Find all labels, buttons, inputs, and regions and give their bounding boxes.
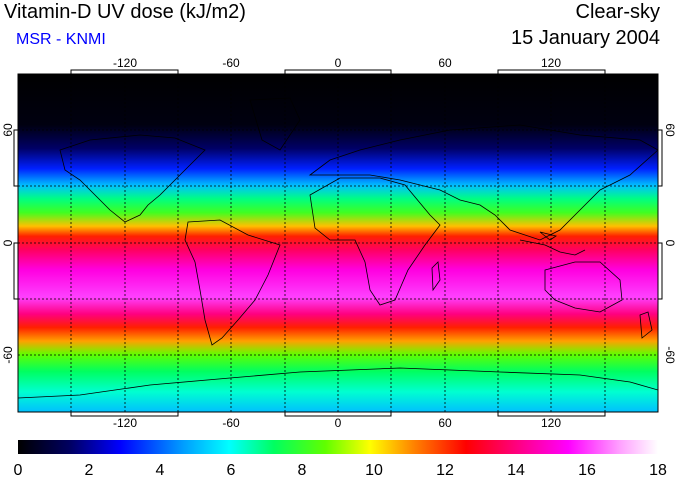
colorbar-label: 16: [578, 462, 596, 479]
lat-tick-right: 60: [663, 123, 677, 137]
colorbar-label: 0: [14, 462, 23, 479]
lon-tick-top: -120: [113, 56, 137, 70]
graticule: [18, 74, 658, 412]
lon-tick-top: 0: [335, 56, 342, 70]
colorbar-label: 8: [298, 462, 307, 479]
lat-tick-left: -60: [1, 346, 15, 364]
colorbar-label: 2: [85, 462, 94, 479]
lon-tick-top: -60: [222, 56, 240, 70]
lon-tick-bottom: 0: [335, 416, 342, 430]
lat-tick-right: 0: [663, 240, 677, 247]
lat-tick-left: 0: [1, 239, 15, 246]
lon-tick-bottom: 120: [541, 416, 561, 430]
lat-tick-right: -60: [663, 346, 677, 364]
coastlines: [18, 97, 658, 399]
map-title: Vitamin-D UV dose (kJ/m2): [4, 1, 246, 23]
colorbar-label: 6: [227, 462, 236, 479]
colorbar-label: 10: [365, 462, 383, 479]
lon-tick-top: 60: [438, 56, 452, 70]
colorbar-label: 14: [507, 462, 525, 479]
lat-tick-left: 60: [1, 123, 15, 137]
colorbar-label: 18: [649, 462, 667, 479]
sky-condition-label: Clear-sky: [575, 1, 660, 23]
colorbar-label: 4: [156, 462, 165, 479]
frame-bars: [13, 69, 663, 417]
colorbar-label: 12: [436, 462, 454, 479]
lon-tick-bottom: -120: [113, 416, 137, 430]
date-label: 15 January 2004: [510, 27, 660, 49]
source-label: MSR - KNMI: [16, 31, 106, 48]
lon-tick-bottom: -60: [222, 416, 240, 430]
lon-tick-top: 120: [541, 56, 561, 70]
lon-tick-bottom: 60: [438, 416, 452, 430]
colorbar: [18, 440, 658, 454]
